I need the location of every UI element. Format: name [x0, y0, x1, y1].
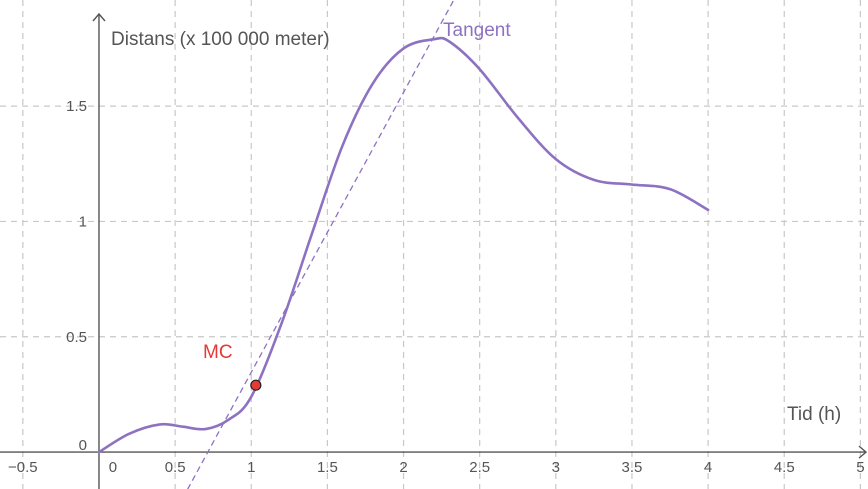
y-tick-label: 1 [79, 213, 87, 230]
tangent-label: Tangent [443, 20, 511, 41]
x-tick-label: 2 [399, 459, 407, 476]
x-tick-label: 2.5 [469, 459, 490, 476]
x-tick-label: 0 [109, 459, 117, 476]
x-tick-label: 1.5 [317, 459, 338, 476]
x-axis-label: Tid (h) [787, 404, 841, 425]
mc-point [250, 379, 262, 391]
distance-curve [97, 36, 710, 454]
mc-label: MC [203, 342, 233, 363]
y-tick-label: 0.5 [66, 329, 87, 346]
y-axis-arrow-icon [92, 12, 106, 22]
x-tick-labels: −0.5 0 0.5 1 1.5 2 2.5 3 3.5 4 4.5 5 [8, 459, 865, 476]
x-tick-label: 4 [704, 459, 712, 476]
y-axis-label: Distans (x 100 000 meter) [111, 29, 330, 50]
y-tick-label: 0 [79, 437, 87, 454]
x-tick-label: 0.5 [165, 459, 186, 476]
x-tick-label: 1 [247, 459, 255, 476]
x-tick-label: −0.5 [8, 459, 38, 476]
axes [0, 12, 868, 489]
x-tick-label: 3.5 [622, 459, 643, 476]
x-axis-arrow-icon [858, 445, 868, 459]
x-tick-label: 5 [856, 459, 864, 476]
y-tick-label: 1.5 [66, 98, 87, 115]
x-tick-label: 3 [552, 459, 560, 476]
x-tick-label: 4.5 [774, 459, 795, 476]
y-tick-labels: 0 0.5 1 1.5 [66, 98, 87, 454]
tangent-line [187, 0, 455, 489]
